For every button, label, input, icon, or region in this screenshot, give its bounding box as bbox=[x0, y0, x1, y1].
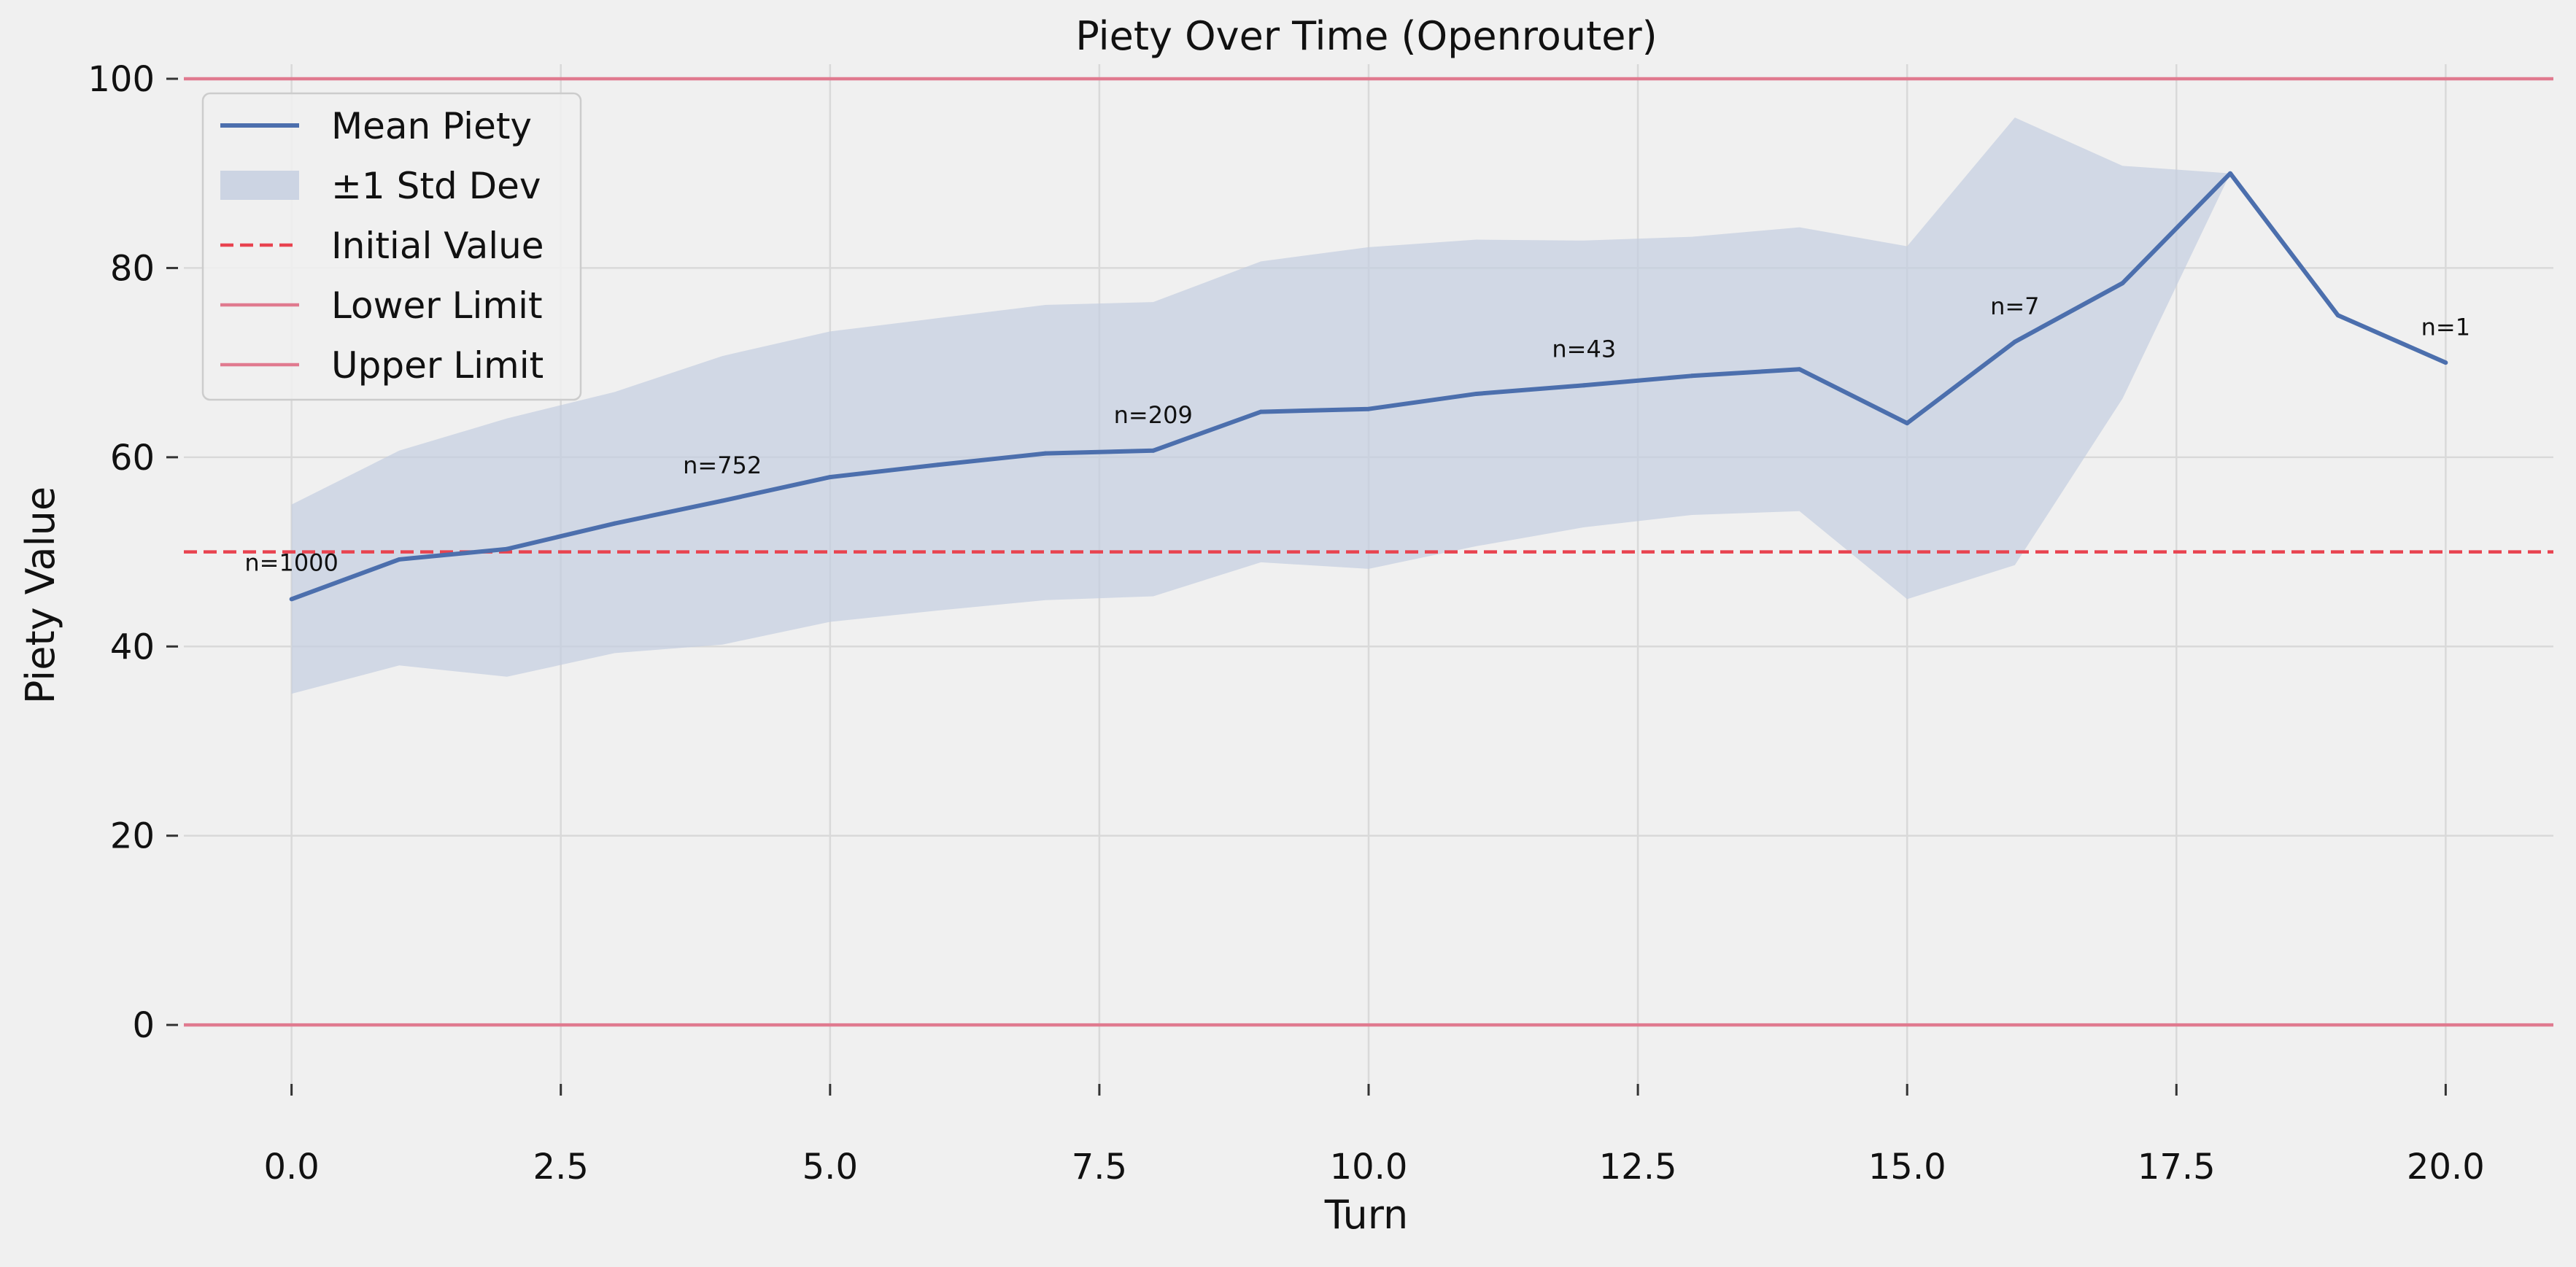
x-axis-ticks: 0.0 2.5 5.0 7.5 10.0 12.5 15.0 17.5 20.0 bbox=[263, 1084, 2485, 1187]
mean-piety-point bbox=[2335, 313, 2340, 318]
legend-label: ±1 Std Dev bbox=[331, 165, 541, 207]
sample-size-label: n=752 bbox=[683, 452, 762, 479]
y-tick-label: 80 bbox=[110, 248, 155, 289]
reference-lines bbox=[184, 77, 2553, 1027]
legend-swatch bbox=[220, 171, 299, 200]
y-axis-label: Piety Value bbox=[18, 487, 63, 704]
legend-label: Initial Value bbox=[331, 225, 544, 267]
sample-size-label: n=1 bbox=[2421, 314, 2470, 341]
legend-label: Mean Piety bbox=[331, 105, 532, 147]
x-tick-label: 15.0 bbox=[1868, 1147, 1946, 1187]
mean-piety-point bbox=[1474, 391, 1479, 396]
sample-size-label: n=43 bbox=[1552, 335, 1616, 363]
x-axis-label: Turn bbox=[1324, 1192, 1409, 1238]
legend-label: Lower Limit bbox=[331, 284, 543, 327]
mean-piety-point bbox=[1797, 367, 1802, 372]
x-tick-label: 5.0 bbox=[802, 1147, 858, 1187]
mean-piety-point bbox=[720, 498, 725, 503]
y-tick-label: 60 bbox=[110, 438, 155, 478]
legend: Mean Piety ±1 Std Dev Initial Value Lower L… bbox=[201, 92, 582, 401]
mean-piety-point bbox=[2012, 339, 2017, 344]
mean-piety-point bbox=[827, 475, 832, 480]
std-dev-band bbox=[291, 117, 2231, 694]
sample-size-label: n=1000 bbox=[244, 549, 339, 577]
chart-title: Piety Over Time (Openrouter) bbox=[1075, 13, 1658, 59]
x-tick-label: 12.5 bbox=[1599, 1147, 1677, 1187]
sample-size-annotations: n=1000 n=752 n=209 n=43 n=7 n=1 bbox=[244, 292, 2470, 577]
x-tick-label: 17.5 bbox=[2138, 1147, 2216, 1187]
mean-piety-point bbox=[504, 546, 509, 551]
y-tick-label: 100 bbox=[88, 59, 155, 100]
x-tick-label: 10.0 bbox=[1330, 1147, 1408, 1187]
legend-frame bbox=[201, 92, 582, 401]
legend-label: Upper Limit bbox=[331, 344, 544, 387]
y-tick-label: 20 bbox=[110, 816, 155, 857]
mean-piety-point bbox=[397, 557, 402, 562]
y-tick-label: 0 bbox=[132, 1005, 155, 1046]
mean-piety-point bbox=[1905, 421, 1910, 426]
mean-piety-point bbox=[2228, 171, 2233, 176]
mean-piety-point bbox=[1366, 406, 1371, 411]
x-tick-label: 20.0 bbox=[2407, 1147, 2485, 1187]
mean-piety-point bbox=[2120, 281, 2125, 286]
mean-piety-point bbox=[935, 462, 940, 468]
x-tick-label: 7.5 bbox=[1072, 1147, 1127, 1187]
mean-piety-point bbox=[2443, 360, 2448, 365]
sample-size-label: n=209 bbox=[1114, 401, 1193, 429]
mean-line-layer bbox=[289, 171, 2448, 602]
x-tick-label: 2.5 bbox=[533, 1147, 589, 1187]
y-axis-ticks: 0 20 40 60 80 100 bbox=[88, 59, 178, 1046]
mean-piety-point bbox=[1150, 448, 1156, 453]
mean-piety-point bbox=[612, 521, 617, 526]
sample-size-label: n=7 bbox=[1990, 292, 2039, 320]
std-dev-band-layer bbox=[291, 117, 2231, 694]
y-tick-label: 40 bbox=[110, 627, 155, 667]
mean-piety-point bbox=[1258, 409, 1264, 414]
x-tick-label: 0.0 bbox=[263, 1147, 319, 1187]
mean-piety-point bbox=[289, 597, 294, 602]
mean-piety-point bbox=[1582, 383, 1587, 388]
mean-piety-point bbox=[1043, 451, 1048, 456]
mean-piety-point bbox=[1689, 373, 1694, 379]
